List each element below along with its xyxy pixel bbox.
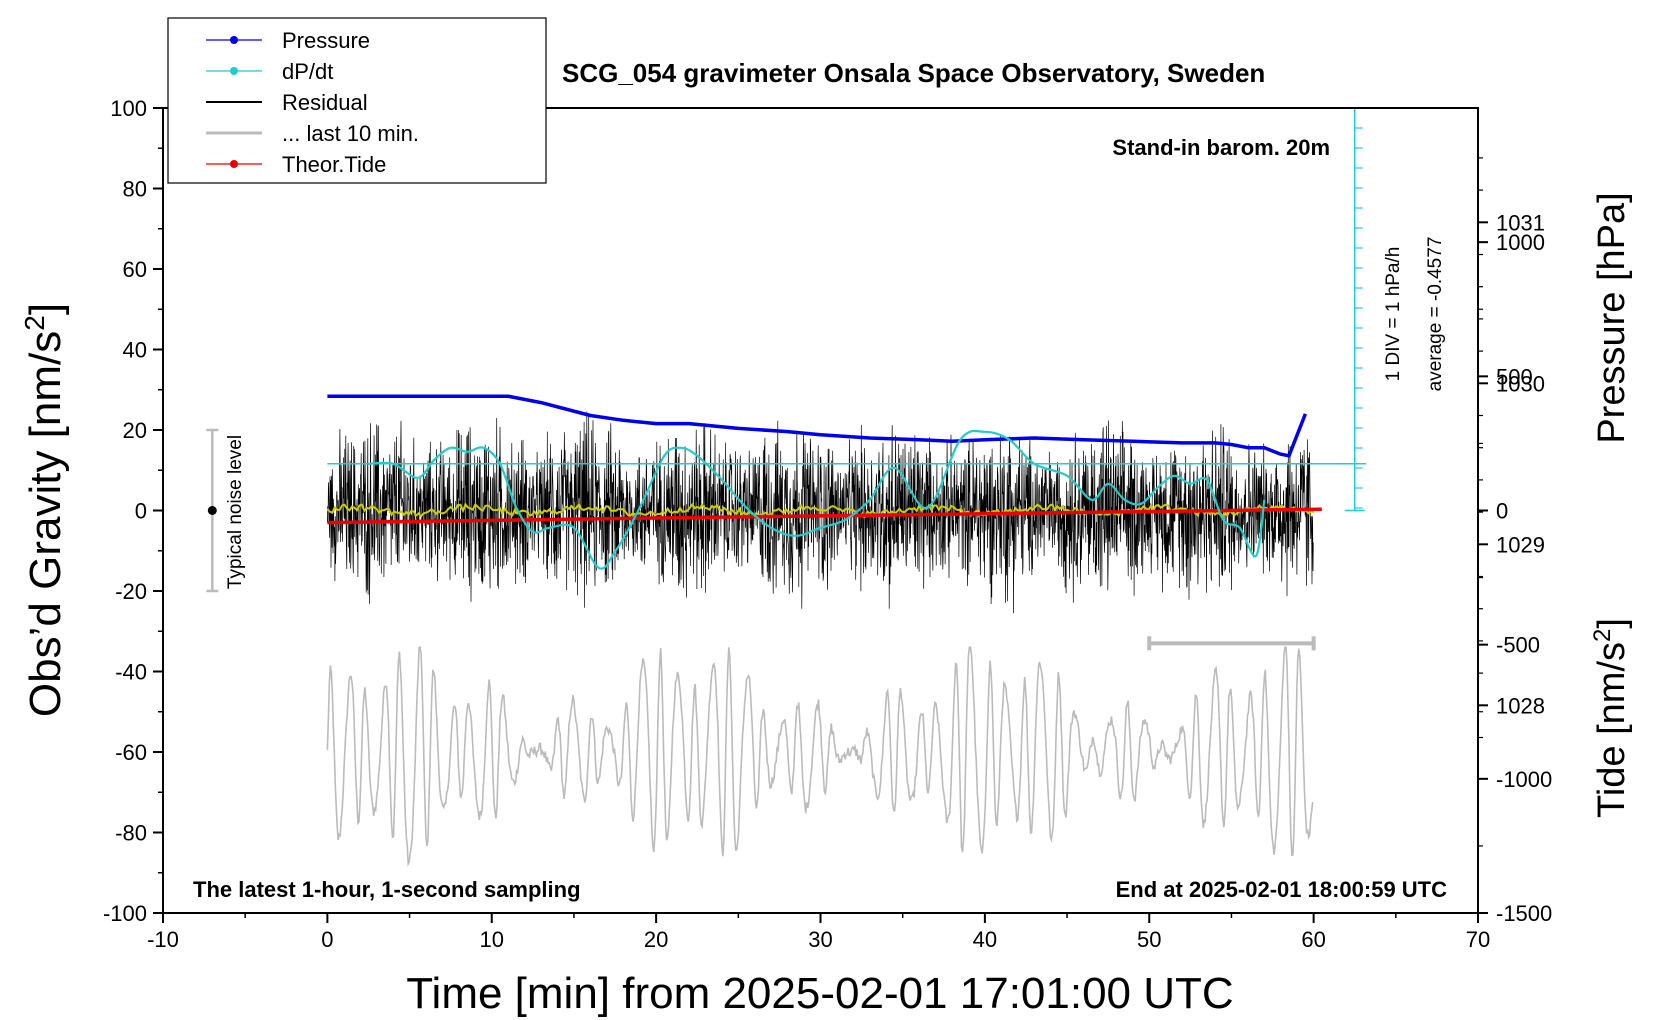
tide-tick-label: -1500 xyxy=(1496,901,1552,926)
legend-label: Pressure xyxy=(282,28,370,53)
x-tick-label: -10 xyxy=(147,927,179,952)
tide-tick-label: -1000 xyxy=(1496,767,1552,792)
y-tick-label: -20 xyxy=(115,579,147,604)
tide-tick-label: 500 xyxy=(1496,364,1533,389)
chart-title: SCG_054 gravimeter Onsala Space Observat… xyxy=(562,58,1265,88)
end-time-note: End at 2025-02-01 18:00:59 UTC xyxy=(1116,877,1447,902)
x-tick-label: 30 xyxy=(808,927,832,952)
y-tick-label: 100 xyxy=(110,96,147,121)
dpdt-line xyxy=(368,429,1266,570)
pressure-tick-label: 1030 xyxy=(1496,371,1545,396)
tide-tick-label: -500 xyxy=(1496,633,1540,658)
y-tick-label: -80 xyxy=(115,821,147,846)
y-tick-label: 80 xyxy=(123,177,147,202)
x-tick-label: 50 xyxy=(1137,927,1161,952)
legend-box xyxy=(167,17,547,184)
legend-items: Pressure dP/dt Residual ... last 10 min. The… xyxy=(206,28,419,177)
barometer-note: Stand-in barom. 20m xyxy=(1112,135,1330,160)
y-tick-label: 20 xyxy=(123,418,147,443)
x-tick-label: 60 xyxy=(1301,927,1325,952)
div-scale-note: 1 DIV = 1 hPa/h xyxy=(1383,247,1404,382)
x-tick-label: 40 xyxy=(973,927,997,952)
noise-level-label: Typical noise level xyxy=(225,435,246,589)
x-tick-label: 0 xyxy=(321,927,333,952)
legend-label: dP/dt xyxy=(282,59,333,84)
y-tick-label: 40 xyxy=(123,338,147,363)
y-tick-label: -60 xyxy=(115,740,147,765)
tide-tick-label: 0 xyxy=(1496,499,1508,524)
pressure-tick-label: 1031 xyxy=(1496,210,1545,235)
average-note: average = -0.4577 xyxy=(1425,237,1446,392)
pressure-axis-title: Pressure [hPa] xyxy=(1591,192,1633,443)
x-tick-label: 70 xyxy=(1466,927,1490,952)
tick-layer: -10 0 10 20 30 40 50 60 70-100-80-60-40-20020406… xyxy=(103,96,1552,952)
data-layer xyxy=(206,107,1367,867)
legend: Pressure dP/dt Residual ... last 10 min. The… xyxy=(167,17,547,184)
noise-level-dot xyxy=(207,506,217,515)
legend-label: Theor.Tide xyxy=(282,152,386,177)
tide-tick-label: 1000 xyxy=(1496,230,1545,255)
residual-smoothed-trace xyxy=(326,502,1315,519)
legend-label: Residual xyxy=(282,90,368,115)
x-tick-label: 10 xyxy=(480,927,504,952)
pressure-line xyxy=(327,394,1308,458)
pressure-tick-label: 1029 xyxy=(1496,532,1545,557)
legend-swatch-marker xyxy=(230,160,238,168)
y-tick-label: -40 xyxy=(115,660,147,685)
legend-swatch-marker xyxy=(230,36,238,44)
last-10-min-trace xyxy=(326,646,1314,867)
pressure-tick-label: 1028 xyxy=(1496,693,1545,718)
sampling-note: The latest 1-hour, 1-second sampling xyxy=(193,877,581,902)
x-tick-label: 20 xyxy=(644,927,668,952)
y-tick-label: 0 xyxy=(135,499,147,524)
legend-label: ... last 10 min. xyxy=(282,121,419,146)
y-tick-label: 60 xyxy=(123,257,147,282)
tide-axis-title: Tide [nm/s2] xyxy=(1589,618,1633,818)
legend-swatch-marker xyxy=(230,67,238,75)
y-axis-title: Obs’d Gravity [nm/s2] xyxy=(19,303,70,717)
y-tick-label: -100 xyxy=(103,901,147,926)
x-axis-title: Time [min] from 2025-02-01 17:01:00 UTC xyxy=(406,969,1233,1018)
theoretical-tide-line xyxy=(327,507,1322,525)
